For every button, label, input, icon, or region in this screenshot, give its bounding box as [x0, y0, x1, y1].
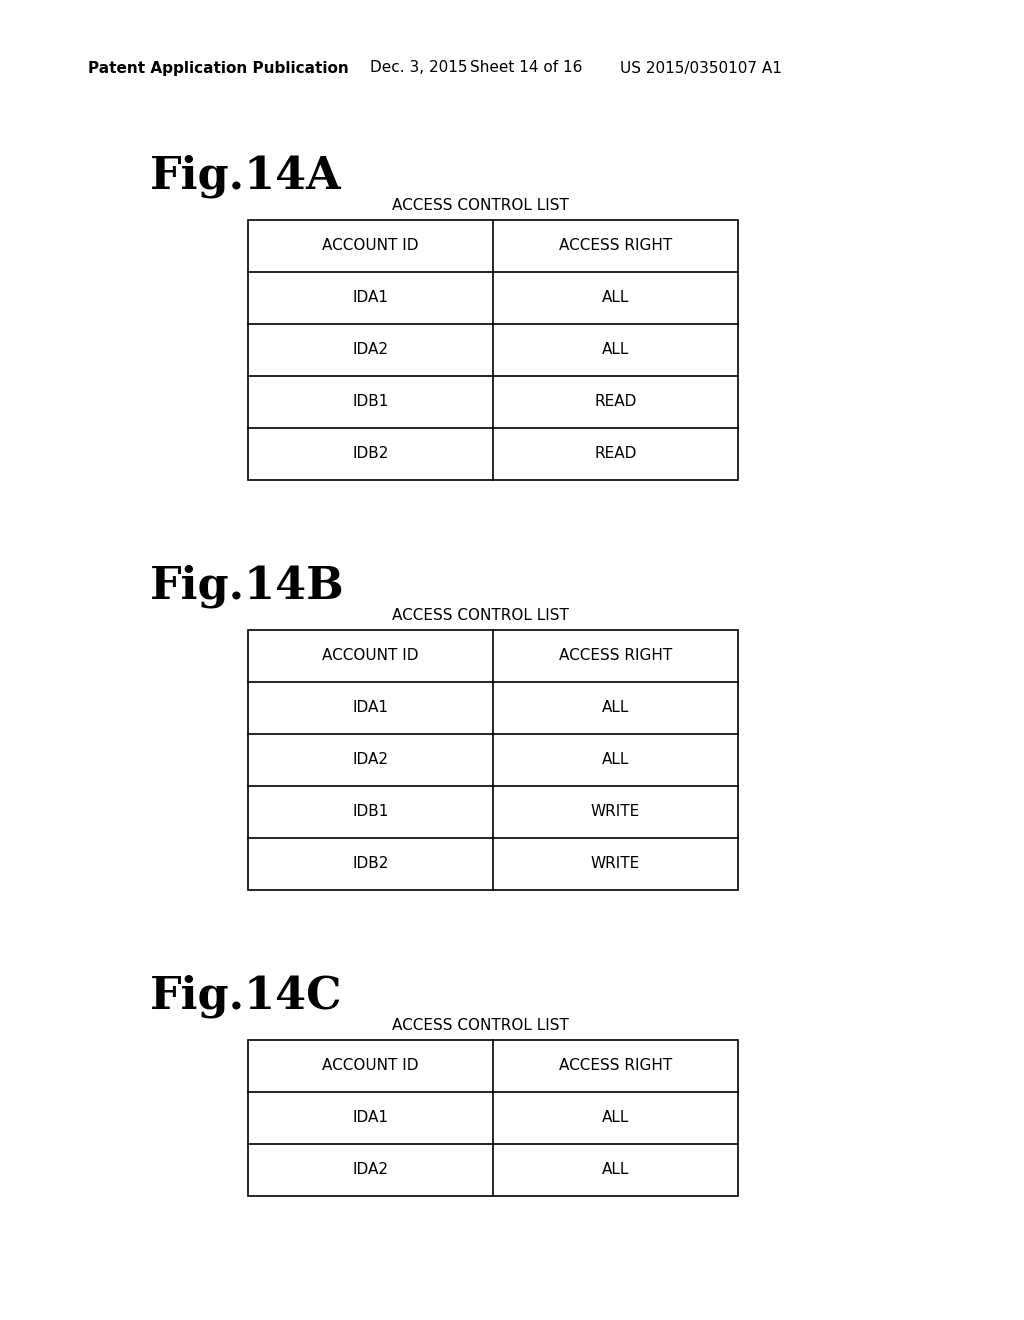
Text: ACCOUNT ID: ACCOUNT ID [323, 239, 419, 253]
Text: ALL: ALL [602, 290, 629, 305]
Text: ALL: ALL [602, 342, 629, 358]
Text: ALL: ALL [602, 752, 629, 767]
Text: Sheet 14 of 16: Sheet 14 of 16 [470, 61, 583, 75]
Text: WRITE: WRITE [591, 804, 640, 820]
Text: Fig.14B: Fig.14B [150, 565, 345, 609]
Bar [248, 1040, 738, 1196]
Bar [248, 630, 738, 890]
Text: IDB1: IDB1 [352, 804, 389, 820]
Text: ACCOUNT ID: ACCOUNT ID [323, 1059, 419, 1073]
Text: IDB1: IDB1 [352, 395, 389, 409]
Text: ACCESS CONTROL LIST: ACCESS CONTROL LIST [391, 1018, 568, 1032]
Text: ACCESS CONTROL LIST: ACCESS CONTROL LIST [391, 607, 568, 623]
Text: ACCESS RIGHT: ACCESS RIGHT [559, 239, 672, 253]
Text: ACCESS RIGHT: ACCESS RIGHT [559, 1059, 672, 1073]
Text: IDA2: IDA2 [352, 1163, 388, 1177]
Text: ACCESS RIGHT: ACCESS RIGHT [559, 648, 672, 664]
Text: Fig.14A: Fig.14A [150, 154, 342, 198]
Text: ALL: ALL [602, 1110, 629, 1126]
Text: IDB2: IDB2 [352, 857, 389, 871]
Text: READ: READ [594, 395, 637, 409]
Text: IDA1: IDA1 [352, 1110, 388, 1126]
Text: IDA2: IDA2 [352, 752, 388, 767]
Text: ALL: ALL [602, 1163, 629, 1177]
Text: IDB2: IDB2 [352, 446, 389, 462]
Text: IDA1: IDA1 [352, 701, 388, 715]
Text: Patent Application Publication: Patent Application Publication [88, 61, 349, 75]
Text: IDA1: IDA1 [352, 290, 388, 305]
Text: ACCESS CONTROL LIST: ACCESS CONTROL LIST [391, 198, 568, 213]
Text: Fig.14C: Fig.14C [150, 975, 342, 1019]
Bar [248, 220, 738, 480]
Text: IDA2: IDA2 [352, 342, 388, 358]
Text: WRITE: WRITE [591, 857, 640, 871]
Text: US 2015/0350107 A1: US 2015/0350107 A1 [620, 61, 782, 75]
Text: READ: READ [594, 446, 637, 462]
Text: Dec. 3, 2015: Dec. 3, 2015 [370, 61, 468, 75]
Text: ACCOUNT ID: ACCOUNT ID [323, 648, 419, 664]
Text: ALL: ALL [602, 701, 629, 715]
